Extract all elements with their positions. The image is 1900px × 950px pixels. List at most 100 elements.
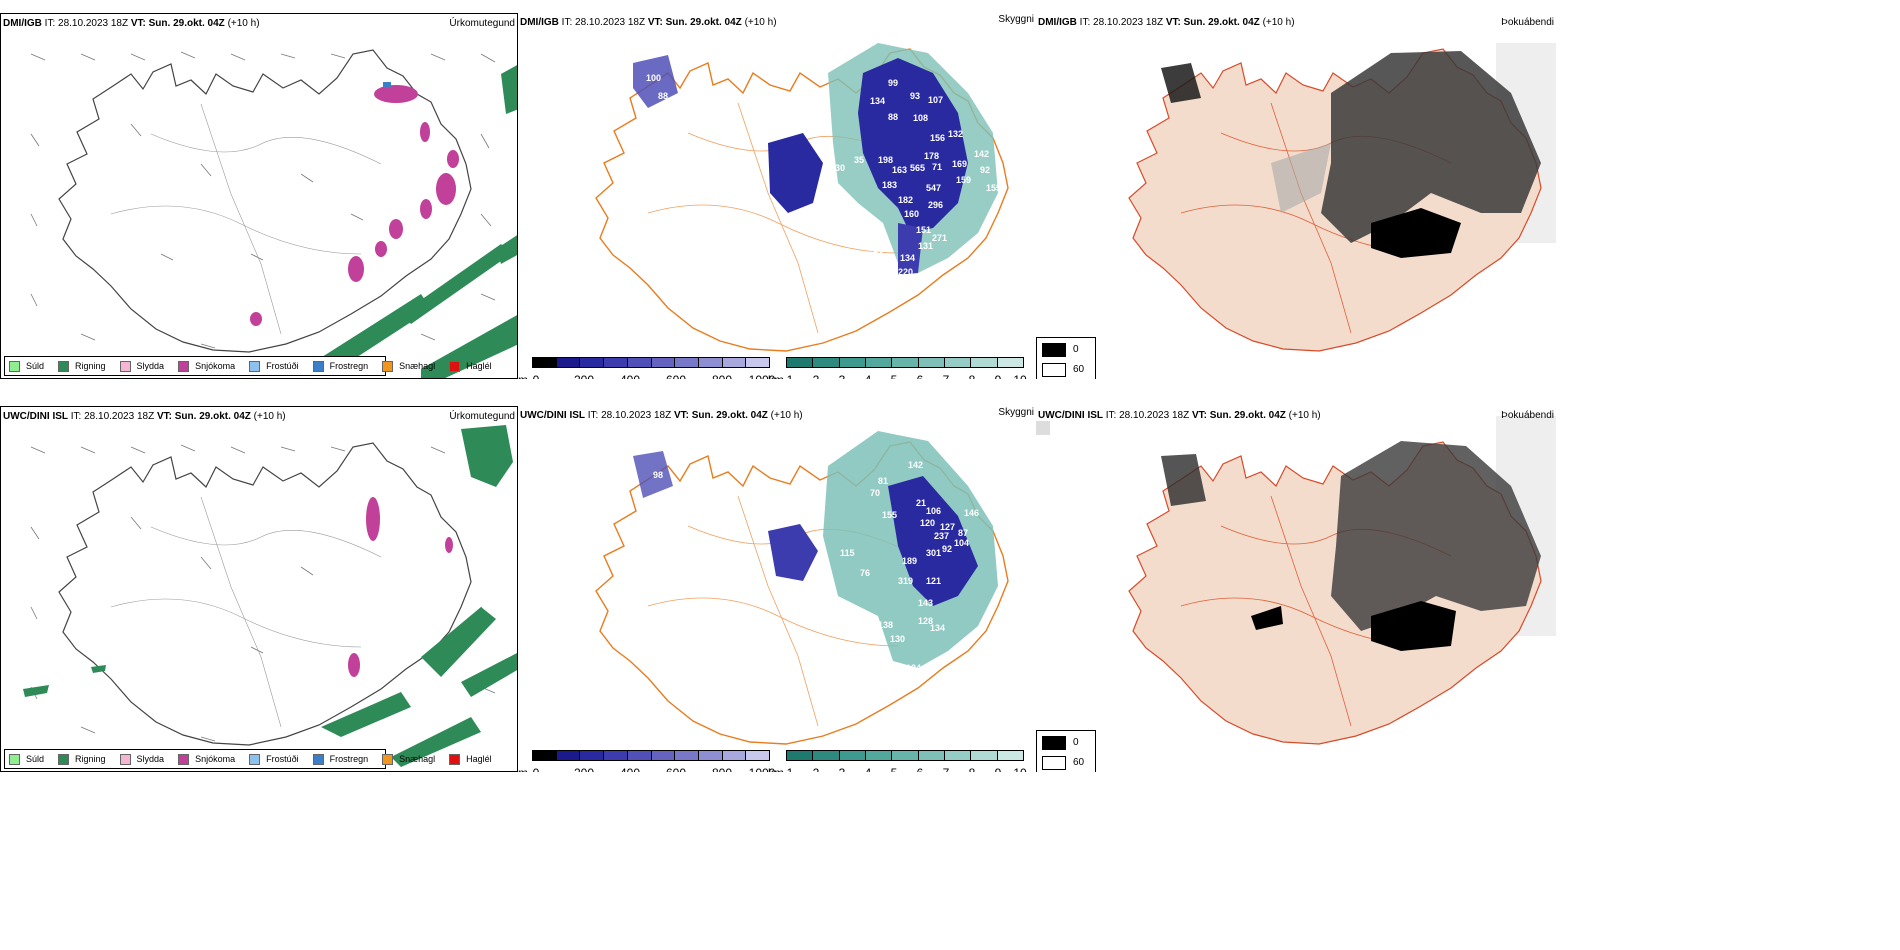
legend-label: Súld: [26, 361, 45, 371]
fog-legend-swatch-0: [1042, 736, 1066, 750]
legend-label: Frostúði: [266, 754, 299, 764]
colorbar-tick: 400: [620, 766, 640, 772]
precip-type-map-dmi: [30, 49, 517, 378]
colorbar-tick: 1000: [749, 766, 776, 772]
colorbar-unit: km: [768, 766, 784, 772]
fog-map-dmi: [1128, 43, 1556, 352]
legend-item-rigning: Rigning: [58, 360, 106, 372]
panel-title-fog: Þokuábendi: [1501, 17, 1554, 28]
precip-type-map-uwc: [23, 425, 517, 767]
fog-panel-uwc: UWC/DINI ISL IT: 28.10.2023 18Z VT: Sun.…: [1036, 406, 1556, 772]
colorbar-cell: [865, 751, 893, 760]
colorbar-cell: [787, 358, 814, 367]
legend-label: Súld: [26, 754, 45, 764]
precip-type-legend: Súld Rigning Slydda Snjókoma Frostúði Fr…: [4, 749, 492, 769]
colorbar-cell: [892, 358, 919, 367]
legend-swatch: [178, 753, 190, 765]
colorbar-cell: [533, 751, 557, 760]
fog-map-uwc: [1036, 416, 1556, 745]
legend-item-sudl: Súld: [9, 753, 45, 765]
colorbar-cell: [722, 751, 747, 760]
lead-time: (+10 h): [1288, 410, 1321, 421]
legend-item-frostregn: Frostregn: [312, 360, 368, 372]
colorbar-cell: [813, 751, 840, 760]
legend-swatch: [178, 360, 190, 372]
model-name: DMI/IGB: [3, 18, 42, 29]
vt-label: VT:: [1191, 410, 1207, 421]
colorbar-tick: 0: [533, 373, 540, 379]
colorbar-tick: 10: [1013, 373, 1026, 379]
colorbar-cell: [604, 358, 628, 367]
colorbar-tick: 1: [787, 373, 794, 379]
colorbar-cell: [580, 358, 605, 367]
colorbar-cell: [944, 358, 972, 367]
legend-label: Snjókoma: [195, 361, 236, 371]
lead-time: (+10 h): [253, 411, 286, 422]
colorbar-tick: 0: [533, 766, 540, 772]
legend-item-frostudi: Frostúði: [249, 753, 299, 765]
colorbar-tick: 1: [787, 766, 794, 772]
colorbar-tick: 6: [917, 766, 924, 772]
colorbar-cell: [651, 358, 676, 367]
legend-swatch: [382, 753, 394, 765]
colorbar-cell: [997, 358, 1023, 367]
fog-legend-label-60: 60: [1073, 757, 1085, 768]
colorbar-tick: 8: [969, 766, 976, 772]
colorbar-cell: [556, 751, 581, 760]
colorbar-km: [786, 750, 1024, 761]
colorbar-cell: [722, 358, 747, 367]
lead-time: (+10 h): [227, 18, 260, 29]
panel-title-fog: Þokuábendi: [1501, 410, 1554, 421]
legend-label: Snjókoma: [195, 754, 236, 764]
model-name: UWC/DINI ISL: [1038, 410, 1103, 421]
colorbar-tick: 8: [969, 373, 976, 379]
colorbar-km: [786, 357, 1024, 368]
panel-title-precip-type: Úrkomutegund: [449, 18, 515, 29]
colorbar-tick: 9: [995, 373, 1002, 379]
legend-swatch: [449, 753, 461, 765]
model-name: UWC/DINI ISL: [3, 411, 68, 422]
legend-swatch: [312, 360, 324, 372]
legend-label: Haglél: [466, 754, 492, 764]
fog-legend-swatch-60: [1042, 363, 1066, 377]
colorbar-unit: m: [518, 373, 528, 379]
vt-label: VT:: [647, 17, 663, 28]
colorbar-unit: km: [768, 373, 784, 379]
colorbar-tick: 200: [574, 373, 594, 379]
legend-item-haglel: Haglél: [449, 753, 492, 765]
colorbar-tick: 800: [712, 766, 732, 772]
vt-value: Sun. 29.okt. 04Z: [1183, 17, 1260, 28]
colorbar-cell: [627, 358, 652, 367]
colorbar-cell: [997, 751, 1023, 760]
it-label: IT:: [561, 17, 573, 28]
panel-title-visibility: Skyggni: [998, 14, 1034, 25]
legend-label: Frostúði: [266, 361, 299, 371]
fog-legend-swatch-0: [1042, 343, 1066, 357]
it-value: 28.10.2023 18Z: [1093, 17, 1164, 28]
colorbar-tick: 2: [813, 766, 820, 772]
visibility-colorbar-m: m 0 200 400 600 800 1000: [518, 750, 775, 772]
legend-swatch: [249, 753, 261, 765]
legend-item-sudl: Súld: [9, 360, 45, 372]
colorbar-cell: [971, 751, 998, 760]
visibility-panel-dmi: 100 88 99 93 134 107 88 108 156 132 178 169 198 163 56…: [518, 13, 1036, 379]
fog-legend-label-60: 60: [1073, 364, 1085, 375]
visibility-colorbar-km: km 1 2 3 4 5 6 7 8 9 10: [768, 357, 1027, 379]
model-name: DMI/IGB: [520, 17, 559, 28]
legend-item-slydda: Slydda: [119, 360, 164, 372]
legend-item-snjokoma: Snjókoma: [178, 360, 236, 372]
panel-title-visibility: Skyggni: [998, 407, 1034, 418]
colorbar-cell: [651, 751, 676, 760]
model-name: UWC/DINI ISL: [520, 410, 585, 421]
colorbar-cell: [746, 751, 770, 760]
it-value: 28.10.2023 18Z: [84, 411, 155, 422]
legend-swatch: [312, 753, 324, 765]
colorbar-cell: [918, 751, 945, 760]
colorbar-tick: 7: [943, 373, 950, 379]
colorbar-tick: 3: [839, 373, 846, 379]
colorbar-tick: 4: [865, 766, 872, 772]
colorbar-tick: 600: [666, 766, 686, 772]
vt-label: VT:: [1165, 17, 1181, 28]
colorbar-tick: 7: [943, 766, 950, 772]
legend-label: Slydda: [136, 754, 165, 764]
